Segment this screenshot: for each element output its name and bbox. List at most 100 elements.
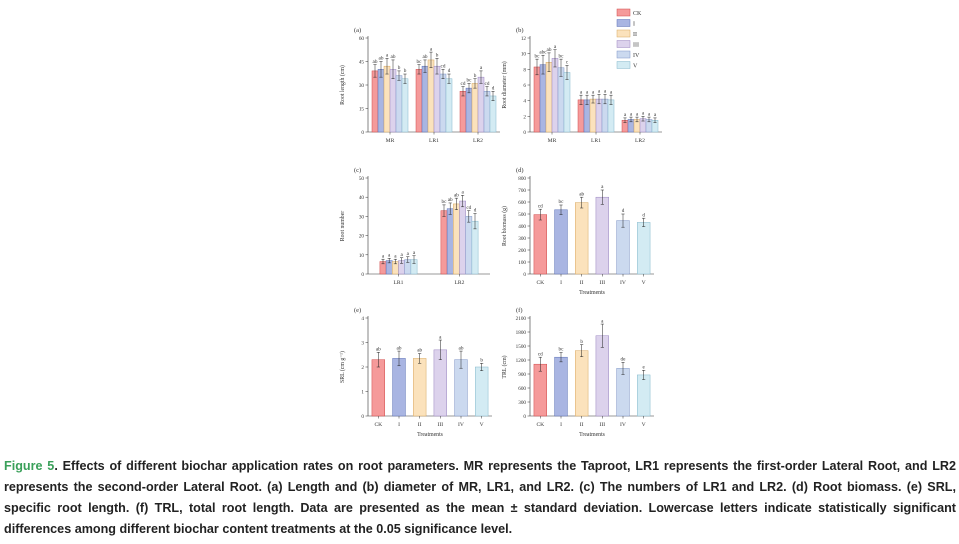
bar-b-CK [533,66,541,133]
significance-letter: bc [559,53,565,59]
bar-f-II [575,350,589,417]
significance-letter: a [601,184,604,190]
y-tick-label: 10 [521,52,527,58]
x-tick-label: V [642,280,646,286]
significance-letter: bc [417,59,423,65]
y-tick-label: 200 [518,248,526,254]
significance-letter: b [580,339,583,345]
significance-letter: a [648,111,651,117]
legend-swatch-CK [616,8,631,17]
bar-a-III [433,65,441,133]
significance-letter: a [592,89,595,95]
significance-letter: ab [459,345,464,351]
significance-letter: a [604,89,607,95]
significance-letter: a [586,89,589,95]
y-tick-label: 300 [518,236,526,242]
x-tick-label: LR1 [429,138,439,144]
y-tick-label: 1200 [516,358,527,364]
significance-letter: ab [448,197,453,203]
bar-d-III [595,196,609,275]
x-tick-label: III [600,280,606,286]
significance-letter: ab [373,59,378,65]
caption-text: . Effects of different biochar applicati… [4,459,956,536]
y-tick-label: 3 [361,341,364,347]
y-tick-label: 20 [359,234,365,240]
x-tick-label: V [642,422,646,428]
significance-letter: e [643,364,646,370]
significance-letter: d [642,212,645,218]
bar-d-II [575,202,589,275]
y-tick-label: 30 [359,83,365,89]
y-tick-label: 2 [523,114,526,120]
panel-d: (d) 0 100 200 300 400 500 600 700 800 Root biomass… [501,167,654,296]
legend-swatch-IV [616,50,631,59]
significance-letter: ab [379,56,384,62]
x-tick-label: II [580,280,584,286]
y-tick-label: 15 [359,107,365,113]
bar-f-CK [533,363,547,417]
significance-letter: a [439,334,442,340]
x-tick-label: CK [374,422,382,428]
bar-b-III [551,58,559,133]
panel-f: (f) 0 300 600 900 1200 1500 1800 2100 TRL (cm) cd C… [501,307,654,438]
y-axis-label: Root diameter (mm) [501,61,508,108]
legend-swatch-II [616,29,631,38]
significance-letter: a [580,89,583,95]
x-tick-label: CK [536,422,544,428]
significance-letter: bc [442,199,448,205]
significance-letter: a [388,252,391,258]
significance-letter: cd [461,81,466,87]
bar-b-I [539,64,547,133]
bar-f-V [637,374,651,417]
x-axis-label: Treatments [417,432,444,438]
significance-letter: a [610,89,613,95]
significance-letter: a [461,189,464,195]
y-tick-label: 30 [359,214,365,220]
y-tick-label: 2100 [516,316,527,322]
significance-letter: cd [538,351,543,357]
x-tick-label: MR [386,138,395,144]
panel-label-d: (d) [516,167,524,174]
significance-letter: a [394,253,397,259]
bar-b-II [545,62,553,133]
y-tick-label: 300 [518,400,526,406]
x-tick-label: LR1 [591,138,601,144]
y-tick-label: 100 [518,260,526,266]
panel-label-a: (a) [354,27,361,34]
figure-caption: Figure 5. Effects of different biochar a… [4,456,956,540]
significance-letter: a [386,53,389,59]
y-tick-label: 0 [361,130,364,136]
significance-letter: ab [579,191,584,197]
y-tick-label: 1800 [516,330,527,336]
significance-letter: bc [467,78,473,84]
legend-swatch-I [616,19,631,27]
significance-letter: a [413,250,416,256]
legend-label-II: II [633,32,637,38]
bar-c-III [459,200,466,275]
bar-a-IV [395,75,403,133]
y-tick-label: 2 [361,365,364,371]
significance-letter: bc [559,199,565,205]
significance-letter: b [474,73,477,79]
bar-a-II [427,59,435,133]
significance-letter: ab [391,54,396,60]
x-tick-label: III [438,422,444,428]
panel-label-b: (b) [516,27,524,34]
significance-letter: d [474,208,477,214]
bar-f-IV [616,368,630,417]
bar-b-V [563,72,571,133]
y-tick-label: 1500 [516,344,527,350]
y-tick-label: 900 [518,372,526,378]
y-tick-label: 12 [521,36,527,42]
legend-label-CK: CK [633,11,642,17]
y-tick-label: 45 [359,60,365,66]
y-tick-label: 50 [359,176,365,182]
y-tick-label: 500 [518,212,526,218]
bar-a-V [401,78,409,133]
significance-letter: a [654,112,657,118]
x-tick-label: LR2 [473,138,483,144]
significance-letter: ab [454,192,459,198]
significance-letter: a [480,65,483,71]
